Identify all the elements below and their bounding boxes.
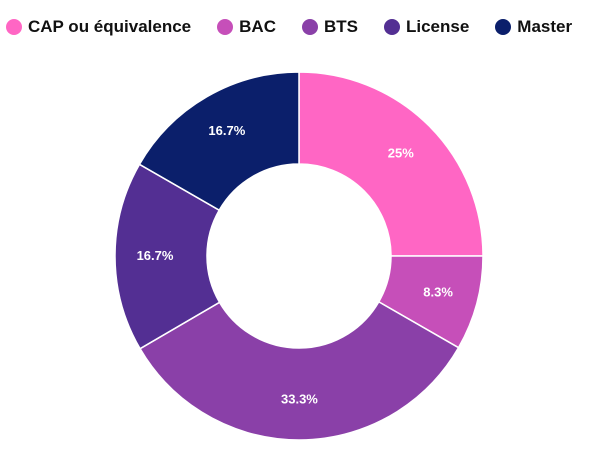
chart-legend: CAP ou équivalence BAC BTS License Maste… bbox=[6, 14, 596, 40]
donut-slice-5[interactable] bbox=[138, 71, 300, 212]
slice-value-label-4: 16.7% bbox=[137, 248, 174, 263]
legend-item-bac[interactable]: BAC bbox=[217, 17, 276, 37]
slice-value-label-3: 33.3% bbox=[281, 391, 318, 406]
donut-slice-4[interactable] bbox=[114, 163, 221, 350]
slice-value-label-5: 16.7% bbox=[208, 123, 245, 138]
legend-swatch-bts bbox=[301, 19, 318, 35]
legend-item-cap[interactable]: CAP ou équivalence bbox=[6, 17, 191, 37]
legend-swatch-license bbox=[383, 19, 400, 35]
legend-swatch-cap bbox=[6, 19, 22, 35]
legend-label-bts: BTS bbox=[323, 17, 358, 36]
legend-label-license: License bbox=[405, 17, 470, 36]
legend-label-master: Master bbox=[517, 17, 573, 36]
legend-item-license[interactable]: License bbox=[383, 17, 470, 37]
legend-label-bac: BAC bbox=[239, 17, 276, 36]
donut-slice-1[interactable] bbox=[298, 71, 484, 257]
legend-label-cap: CAP ou équivalence bbox=[28, 17, 192, 36]
donut-slice-3[interactable] bbox=[139, 300, 460, 441]
slice-value-label-2: 8.3% bbox=[423, 285, 453, 300]
slice-value-label-1: 25% bbox=[388, 146, 414, 161]
legend-item-master[interactable]: Master bbox=[495, 17, 572, 37]
legend-swatch-bac bbox=[217, 19, 234, 35]
legend-item-bts[interactable]: BTS bbox=[301, 17, 358, 37]
legend-swatch-master bbox=[495, 19, 512, 35]
